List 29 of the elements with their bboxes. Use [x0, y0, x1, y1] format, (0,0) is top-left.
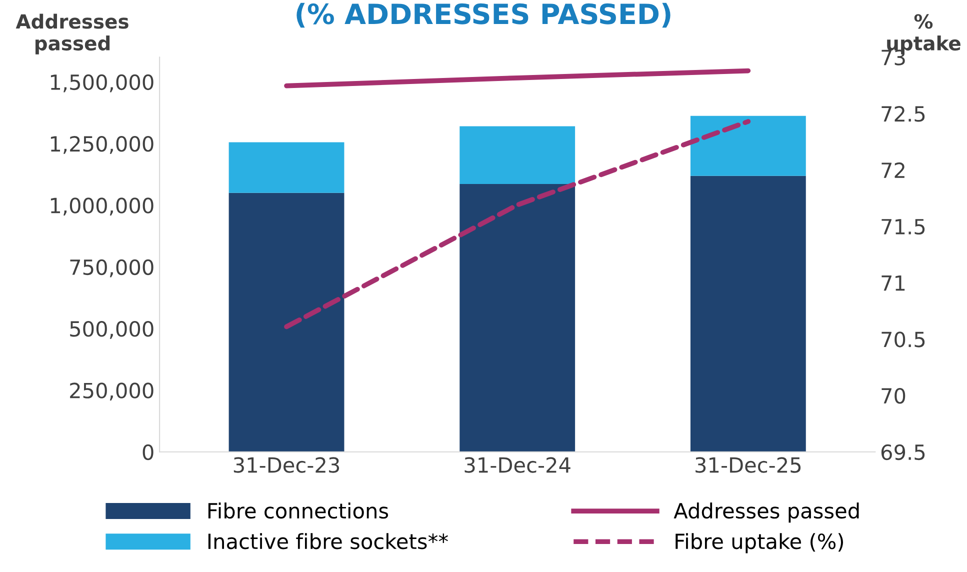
- y2-tick-label: 70.5: [882, 332, 925, 348]
- bar: [228, 192, 344, 452]
- y2-tick-label: 71: [882, 275, 905, 291]
- y-tick-label: 0: [142, 444, 154, 460]
- y2-tick-label: 70: [882, 388, 906, 404]
- x-tick-label: 31-Dec-25: [696, 457, 801, 473]
- y-tick-label: 1,250,000: [50, 136, 154, 154]
- y-tick-label: 750,000: [70, 259, 154, 278]
- legend-label: Inactive fibre sockets**: [208, 533, 448, 550]
- legend-label: Fibre uptake (%): [676, 533, 844, 554]
- bar: [690, 176, 806, 452]
- legend-label: Fibre connections: [208, 502, 388, 519]
- y-axis-title: Addresses passed: [16, 14, 128, 54]
- bar: [228, 142, 344, 193]
- legend-label: Addresses passed: [674, 502, 859, 523]
- chart-title: (% ADDRESSES PASSED): [296, 2, 670, 28]
- y-tick-label: 1,000,000: [50, 198, 154, 216]
- bar: [460, 126, 576, 184]
- x-tick-label: 31-Dec-24: [464, 457, 570, 473]
- y2-tick-label: 71.5: [882, 219, 925, 235]
- y-tick-label: 1,500,000: [50, 74, 154, 92]
- bar: [460, 184, 576, 452]
- y2-tick-label: 72.5: [882, 106, 925, 122]
- x-tick-label: 31-Dec-23: [234, 457, 340, 473]
- y2-tick-label: 72: [882, 162, 904, 178]
- y2-tick-label: 69.5: [881, 444, 925, 460]
- y-tick-label: 250,000: [70, 382, 154, 401]
- y-tick-label: 500,000: [70, 320, 154, 339]
- bar: [690, 116, 806, 176]
